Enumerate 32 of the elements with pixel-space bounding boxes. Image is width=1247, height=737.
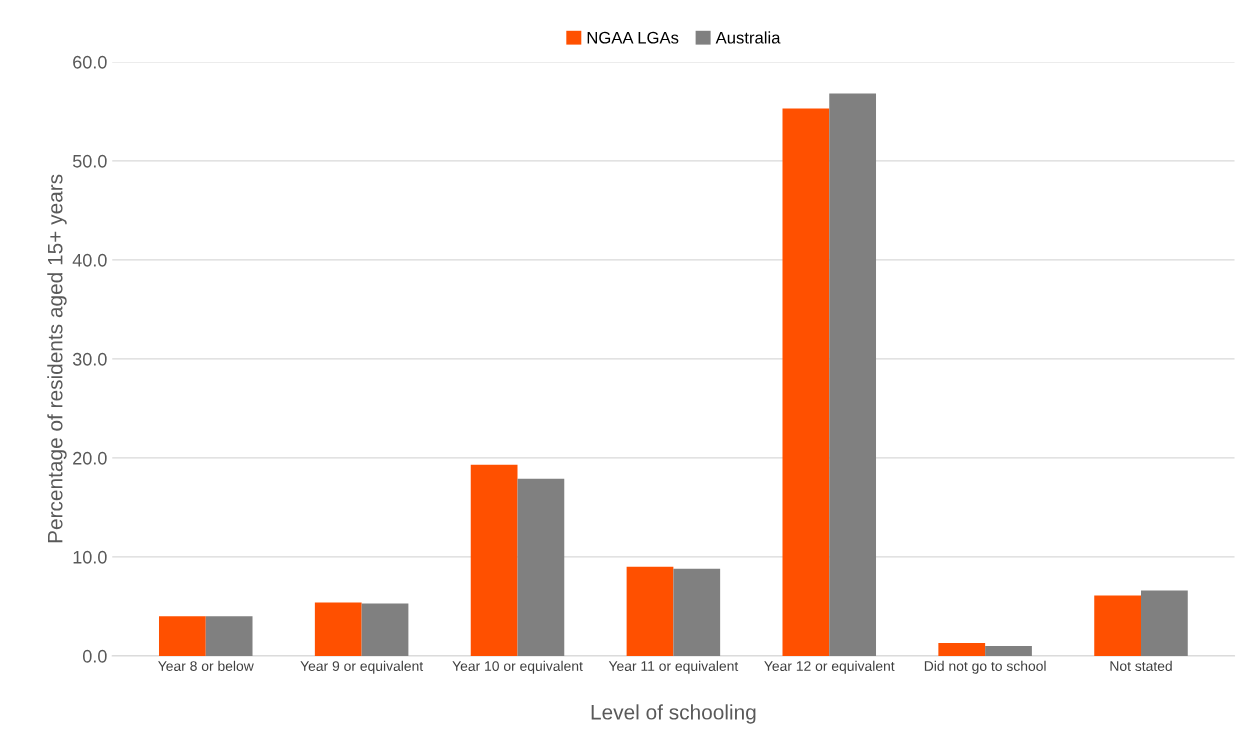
x-tick-label: Did not go to school	[924, 660, 1046, 674]
bar	[158, 616, 206, 656]
bar	[673, 568, 721, 656]
y-tick-label: 50.0	[72, 154, 107, 168]
bar	[314, 602, 362, 656]
x-tick-label: Year 10 or equivalent	[452, 660, 583, 674]
y-tick-label: 60.0	[73, 55, 107, 69]
y-tick-label: 30.0	[72, 352, 107, 366]
y-tick-label: 0.0	[82, 649, 107, 663]
bar	[1094, 595, 1141, 656]
x-tick-label: Year 9 or equivalent	[300, 660, 424, 674]
bar	[985, 646, 1032, 656]
x-axis-title: Level of schooling	[591, 704, 756, 724]
legend-label: NGAA LGAs	[587, 31, 679, 44]
x-tick-label: Year 8 or below	[158, 660, 254, 671]
bar	[361, 603, 409, 656]
legend-label: Australia	[715, 31, 781, 44]
x-tick-label: Year 11 or equivalent	[608, 660, 739, 674]
bar	[1141, 590, 1188, 656]
x-tick-label: Not stated	[1110, 660, 1172, 671]
y-tick-label: 40.0	[72, 253, 107, 267]
bar	[782, 108, 830, 656]
bar	[938, 643, 986, 656]
bar	[470, 464, 518, 656]
bar	[517, 478, 565, 656]
y-tick-label: 10.0	[73, 550, 107, 564]
y-tick-label: 20.0	[73, 451, 107, 465]
bar	[829, 93, 877, 656]
bar	[626, 566, 674, 656]
y-axis-title: Percentage of residents aged 15+ years	[47, 174, 67, 543]
bar	[205, 616, 253, 656]
x-tick-label: Year 12 or equivalent	[764, 660, 895, 674]
